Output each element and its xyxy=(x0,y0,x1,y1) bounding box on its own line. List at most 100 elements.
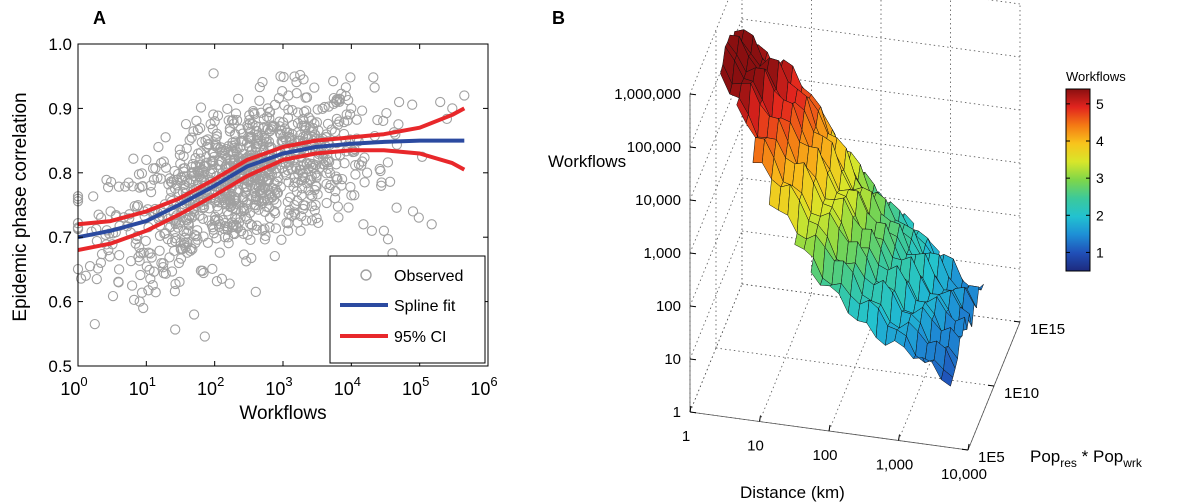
observed-point xyxy=(169,286,181,297)
observed-point xyxy=(283,90,294,101)
observed-point xyxy=(107,290,119,302)
distance-tick xyxy=(689,405,692,413)
observed-point xyxy=(241,197,252,208)
observed-point xyxy=(298,116,309,127)
observed-point xyxy=(181,228,192,239)
observed-point xyxy=(202,237,214,248)
observed-point xyxy=(307,190,318,202)
colorbar-tick-label: 2 xyxy=(1096,207,1104,223)
observed-point xyxy=(285,132,296,144)
observed-point xyxy=(223,238,234,249)
observed-point xyxy=(141,261,152,272)
observed-point xyxy=(376,177,387,188)
colorbar-tick-label: 4 xyxy=(1096,133,1104,149)
observed-point xyxy=(334,96,345,107)
distance-tick xyxy=(898,434,900,441)
z-axis-ticks: 1 10 100 1,000 10,000 100,000 1,000,000 xyxy=(614,86,697,421)
observed-point xyxy=(208,68,219,79)
observed-point xyxy=(244,132,255,144)
axis-grid-line xyxy=(689,230,743,360)
observed-point xyxy=(179,182,191,194)
series-line xyxy=(77,106,466,227)
axis-grid-line xyxy=(689,177,743,307)
observed-point xyxy=(150,287,161,298)
observed-point xyxy=(250,190,261,202)
observed-point xyxy=(299,200,311,211)
distance-axis-ticks: 1 10 100 1,000 10,000 xyxy=(682,405,987,483)
observed-point xyxy=(245,234,256,246)
panel-b: B Workflows 1 10 100 1,000 10,000 100,000 1,00… xyxy=(548,0,1143,502)
observed-point xyxy=(174,144,185,155)
observed-point xyxy=(169,165,180,177)
x-tick-label: 104 xyxy=(334,374,361,399)
observed-point xyxy=(222,103,233,115)
observed-point xyxy=(136,287,148,298)
observed-point xyxy=(195,265,207,276)
observed-point xyxy=(301,159,312,170)
observed-point xyxy=(356,160,367,171)
colorbar-title: Workflows xyxy=(1066,69,1126,84)
legend-observed-marker xyxy=(360,269,372,281)
observed-point xyxy=(102,182,114,193)
x-tick-label: 106 xyxy=(470,374,497,399)
observed-point xyxy=(242,229,253,240)
y-tick-label: 0.6 xyxy=(48,293,72,312)
fit-lines xyxy=(77,106,466,253)
observed-point xyxy=(287,104,298,116)
z-tick xyxy=(689,411,697,414)
observed-point xyxy=(322,155,333,166)
population-tick xyxy=(1013,320,1021,323)
observed-point xyxy=(211,276,223,287)
observed-point xyxy=(349,190,360,201)
observed-point xyxy=(312,104,323,115)
observed-point xyxy=(154,245,165,256)
observed-point xyxy=(120,181,131,192)
observed-point xyxy=(322,118,334,130)
observed-point xyxy=(250,142,262,153)
observed-point xyxy=(148,266,160,277)
z-tick xyxy=(689,199,697,202)
observed-point xyxy=(332,201,344,212)
observed-point xyxy=(150,163,161,174)
observed-point xyxy=(313,217,324,229)
observed-point xyxy=(264,222,275,233)
observed-point xyxy=(128,153,139,164)
observed-point xyxy=(198,267,209,279)
observed-point xyxy=(231,115,243,126)
observed-point xyxy=(340,82,352,93)
observed-point xyxy=(346,190,357,201)
observed-point xyxy=(274,121,285,132)
axis-grid-line xyxy=(741,18,1021,58)
observed-point xyxy=(113,181,125,192)
population-tick-label: 1E5 xyxy=(978,449,1005,466)
observed-point xyxy=(159,228,170,240)
colorbar-gradient xyxy=(1065,88,1091,272)
observed-point xyxy=(366,225,378,236)
observed-point xyxy=(158,268,169,279)
series-line xyxy=(77,148,466,253)
observed-point xyxy=(202,134,213,145)
observed-point xyxy=(220,143,232,155)
observed-point xyxy=(266,168,278,180)
x-tick-label: 101 xyxy=(129,374,156,399)
observed-point xyxy=(145,180,156,191)
z-tick-label: 1,000,000 xyxy=(614,86,681,103)
observed-point xyxy=(228,118,239,129)
z-tick xyxy=(689,305,697,308)
x-tick-label: 103 xyxy=(265,374,292,399)
observed-point xyxy=(343,202,354,213)
observed-point xyxy=(193,148,204,159)
observed-point xyxy=(197,213,209,224)
observed-point xyxy=(244,127,256,138)
panel-a: A 100 101 102 103 104 105 106 0.50.60.70.80.91… xyxy=(10,8,498,424)
distance-tick-label: 10,000 xyxy=(941,466,987,483)
observed-point xyxy=(114,250,125,261)
population-tick xyxy=(987,384,995,387)
colorbar-tick-label: 5 xyxy=(1096,96,1104,112)
observed-point xyxy=(251,224,262,235)
observed-point xyxy=(262,103,273,114)
observed-point xyxy=(213,197,225,208)
series-line xyxy=(77,138,465,240)
observed-point xyxy=(301,92,313,103)
observed-point xyxy=(258,121,270,133)
